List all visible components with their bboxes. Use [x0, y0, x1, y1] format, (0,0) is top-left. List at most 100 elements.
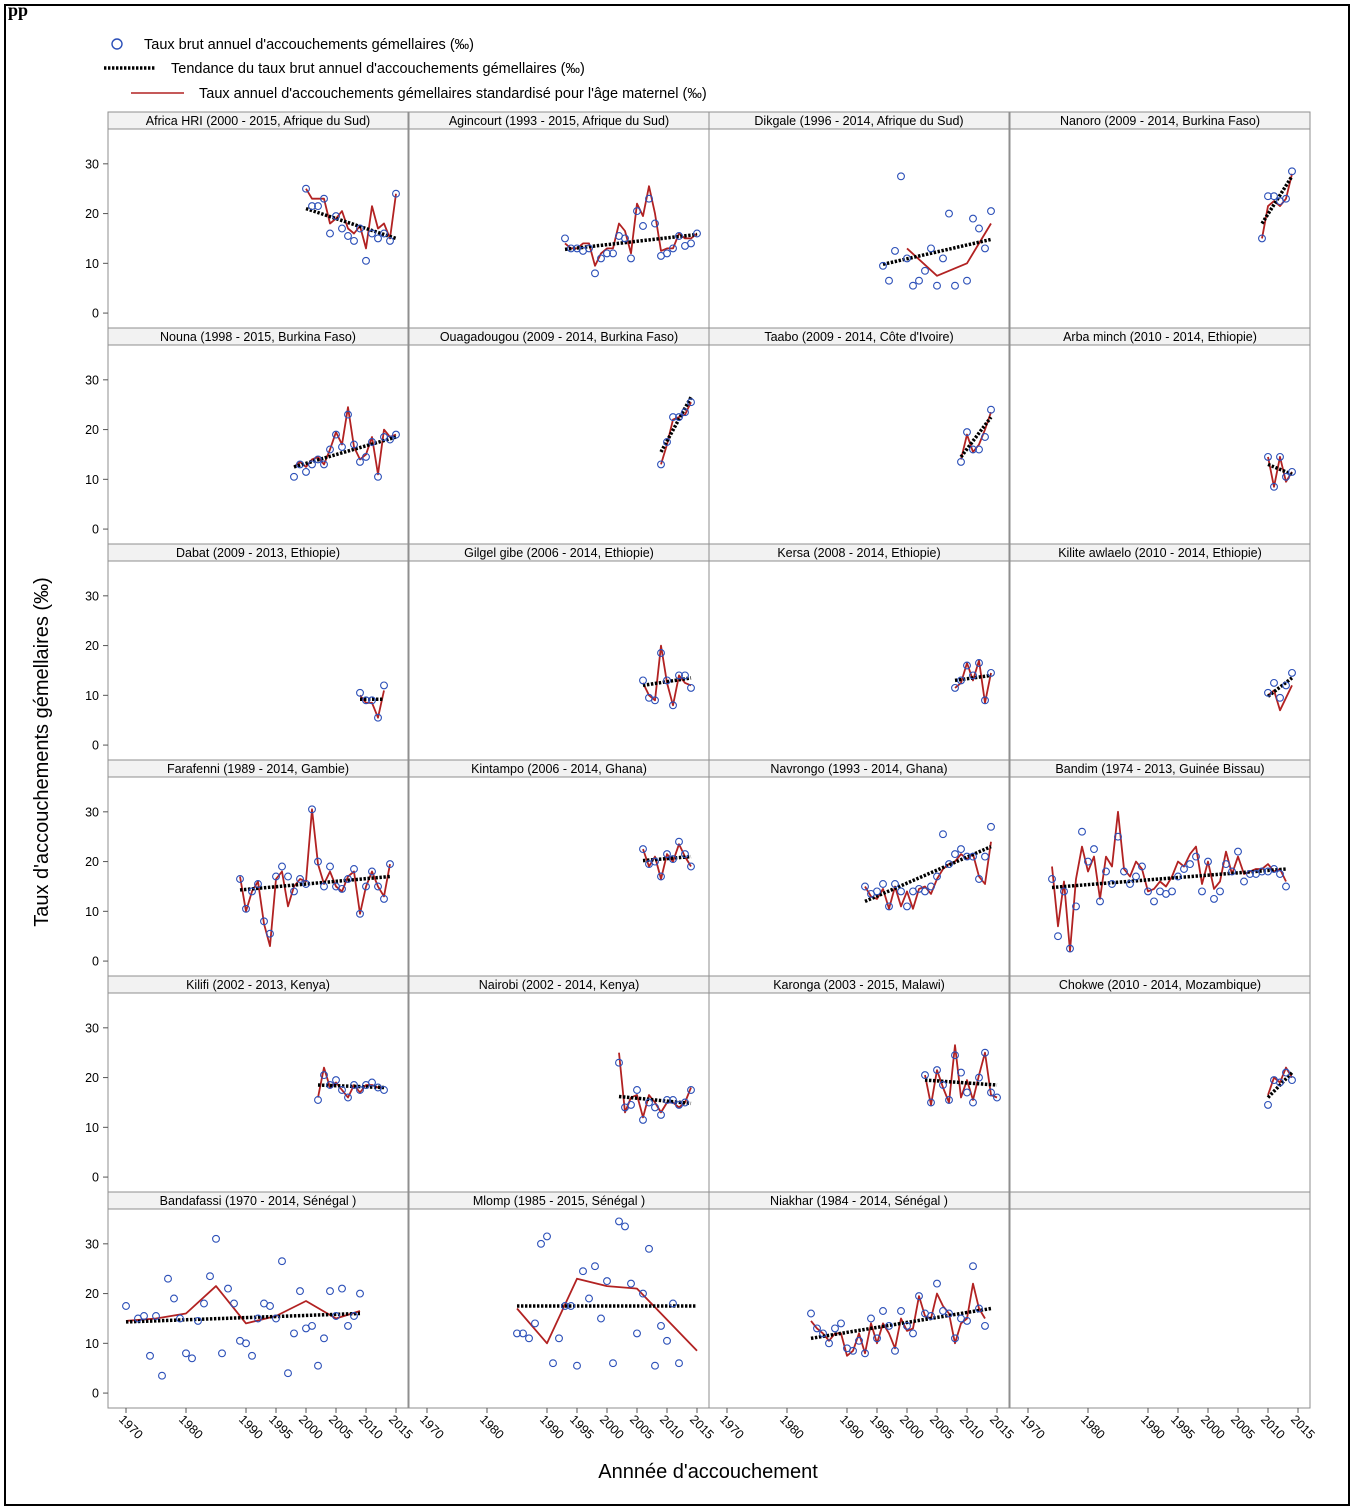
data-point — [969, 1262, 977, 1271]
data-point — [663, 1096, 671, 1104]
data-point — [206, 1272, 214, 1281]
x-tick-label: 1995 — [567, 1412, 597, 1442]
panel: Dabat (2009 - 2013, Ethiopie) 0 10 20 30 — [85, 543, 409, 761]
data-point — [963, 852, 971, 861]
data-point — [242, 1339, 250, 1348]
data-point — [308, 202, 316, 211]
y-tick-label: 30 — [85, 373, 99, 387]
panel-title: Kersa (2008 - 2014, Ethiopie) — [777, 546, 940, 560]
data-point — [1282, 194, 1290, 203]
x-tick-label: 1990 — [236, 1412, 266, 1442]
data-point — [1180, 865, 1188, 873]
data-point — [356, 224, 364, 233]
data-point — [573, 1361, 581, 1370]
data-point — [513, 1329, 521, 1338]
data-point — [332, 212, 340, 221]
data-point — [873, 887, 881, 896]
panel-title: Taabo (2009 - 2014, Côte d'Ivoire) — [764, 330, 953, 344]
data-point — [921, 887, 929, 896]
data-point — [639, 676, 647, 685]
y-tick-label: 0 — [92, 739, 99, 753]
data-point — [248, 887, 256, 896]
panel-title: Bandafassi (1970 - 2014, Sénégal ) — [160, 1194, 357, 1208]
data-point — [945, 860, 953, 869]
trend-line — [810, 1306, 992, 1341]
data-point — [1192, 852, 1200, 861]
data-point — [933, 1066, 941, 1075]
data-point — [603, 249, 611, 258]
data-point — [879, 880, 887, 888]
data-point — [290, 472, 298, 481]
data-point — [326, 445, 334, 454]
data-point — [1258, 234, 1266, 243]
panel-plot-area — [1009, 776, 1311, 977]
legend-label-trend: Tendance du taux brut annuel d'accouchem… — [171, 61, 585, 77]
x-tick-label: 1980 — [176, 1412, 206, 1442]
trend-line — [659, 396, 693, 453]
x-tick-label: 2015 — [386, 1412, 416, 1442]
data-point — [350, 1081, 358, 1089]
data-point — [1276, 452, 1284, 461]
data-point — [663, 676, 671, 685]
data-point — [687, 862, 695, 871]
panel-title: Ouagadougou (2009 - 2014, Burkina Faso) — [440, 330, 678, 344]
panel-title: Kilifi (2002 - 2013, Kenya) — [186, 978, 330, 992]
data-point — [975, 875, 983, 883]
data-point — [350, 236, 358, 245]
data-point — [987, 1088, 995, 1097]
data-point — [837, 1319, 845, 1328]
data-point — [320, 1334, 328, 1343]
data-point — [1198, 887, 1206, 896]
data-point — [320, 460, 328, 469]
data-point — [1084, 857, 1092, 866]
data-point — [927, 1098, 935, 1107]
panel-title: Bandim (1974 - 2013, Guinée Bissau) — [1055, 762, 1264, 776]
data-point — [915, 1292, 923, 1301]
y-tick-label: 10 — [85, 689, 99, 703]
data-point — [296, 460, 304, 469]
y-tick-label: 0 — [92, 1171, 99, 1185]
data-point — [332, 430, 340, 439]
y-tick-label: 30 — [85, 589, 99, 603]
data-point — [266, 1302, 274, 1310]
data-point — [627, 1100, 635, 1109]
x-tick-label: 1990 — [537, 1412, 567, 1442]
data-point — [621, 1222, 629, 1231]
x-tick-label: 2010 — [957, 1412, 987, 1442]
data-point — [1048, 875, 1056, 883]
std-rate-line — [924, 1044, 998, 1106]
data-point — [254, 880, 262, 888]
data-point — [1276, 1078, 1284, 1087]
data-point — [579, 1267, 587, 1276]
data-point — [531, 1319, 539, 1328]
data-point — [374, 472, 382, 481]
data-point — [645, 1098, 653, 1107]
data-point — [687, 239, 695, 248]
data-point — [344, 410, 352, 419]
data-point — [1108, 880, 1116, 888]
panel: Niakhar (1984 - 2014, Sénégal ) 1970 1980 1… — [708, 1191, 1017, 1442]
data-point — [284, 872, 292, 881]
data-point — [140, 1312, 148, 1320]
panel-title: Kintampo (2006 - 2014, Ghana) — [471, 762, 647, 776]
x-tick-label: 2000 — [897, 1412, 927, 1442]
data-point — [380, 1086, 388, 1094]
data-point — [537, 1239, 545, 1248]
data-point — [987, 668, 995, 677]
y-tick-label: 0 — [92, 523, 99, 537]
data-point — [368, 696, 376, 705]
data-point — [266, 929, 274, 938]
trend-line — [1267, 462, 1293, 476]
data-point — [356, 688, 364, 697]
data-point — [284, 1369, 292, 1378]
data-point — [194, 1316, 202, 1325]
data-point — [651, 857, 659, 866]
data-point — [326, 229, 334, 238]
data-point — [158, 1371, 166, 1380]
std-rate-line — [516, 1277, 698, 1352]
data-point — [855, 1336, 863, 1345]
data-point — [963, 661, 971, 670]
data-point — [669, 413, 677, 422]
data-point — [1282, 882, 1290, 891]
panel-plot-area — [708, 128, 1010, 329]
